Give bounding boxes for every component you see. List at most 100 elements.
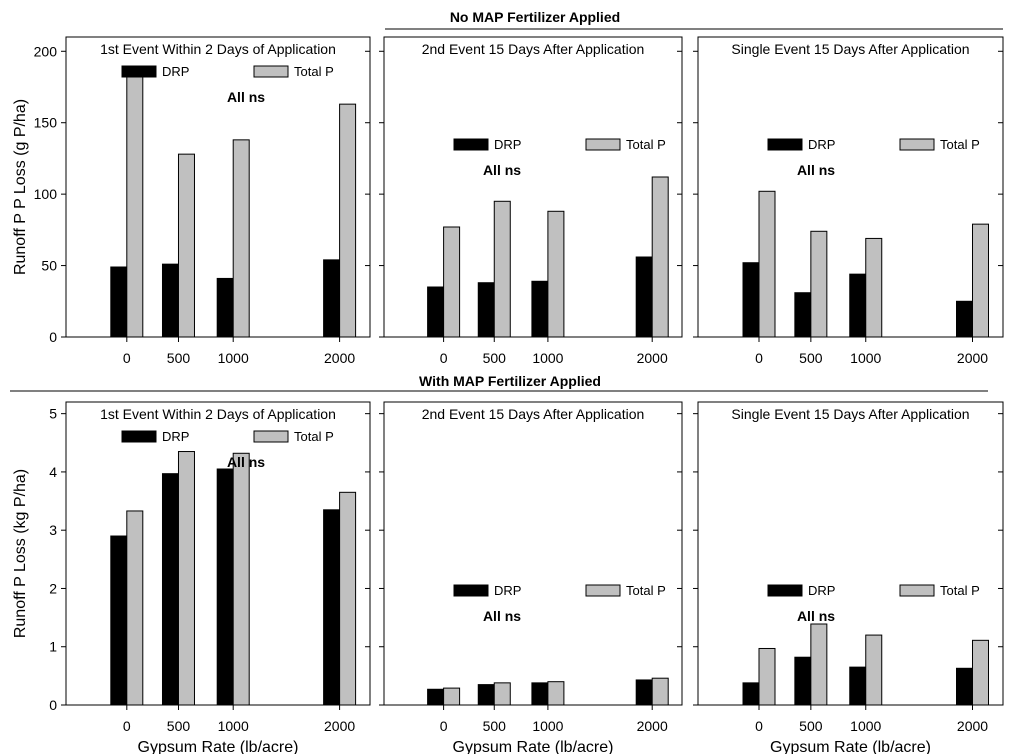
chart-panel-6: Single Event 15 Days After Application 0 5… (693, 401, 1004, 754)
x-tick-label: 1000 (850, 718, 881, 734)
x-tick-label: 500 (799, 350, 823, 366)
legend-label: Total P (940, 583, 980, 598)
total-p-bar (758, 190, 776, 338)
total-p-bar (547, 210, 565, 338)
total-p-bar (339, 491, 357, 706)
y-tick-label: 200 (34, 43, 58, 59)
panel-title: 2nd Event 15 Days After Application (422, 41, 645, 57)
significance-note: All ns (797, 162, 835, 178)
x-tick-label: 1000 (850, 350, 881, 366)
y-tick-label: 150 (34, 115, 58, 131)
total-p-bar (443, 687, 461, 706)
panel-title: 2nd Event 15 Days After Application (422, 406, 645, 422)
drp-bar (323, 509, 341, 706)
legend-label: DRP (808, 137, 835, 152)
drp-bar (110, 266, 128, 338)
y-axis-label: Runoff P P Loss (g P/ha) (12, 99, 29, 275)
total-p-bar (810, 623, 828, 706)
drp-bar (110, 535, 128, 706)
x-tick-label: 500 (483, 350, 507, 366)
total-p-bar (493, 682, 511, 706)
y-tick-label: 2 (49, 580, 57, 596)
total-p-bar (177, 451, 195, 706)
legend-label: Total P (626, 583, 666, 598)
panel-title: Single Event 15 Days After Application (731, 406, 969, 422)
total-p-bar (547, 681, 565, 706)
total-p-bar (865, 634, 883, 706)
y-tick-label: 3 (49, 522, 57, 538)
drp-bar (161, 473, 179, 706)
significance-note: All ns (227, 454, 265, 470)
drp-bar (635, 256, 653, 338)
y-tick-label: 0 (49, 697, 57, 713)
chart-panel-4: 1st Event Within 2 Days of Application 0 1… (12, 401, 371, 754)
legend-label: DRP (808, 583, 835, 598)
x-tick-label: 0 (755, 350, 763, 366)
total-p-bar (126, 510, 144, 706)
y-axis-label: Runoff P Loss (kg P/ha) (12, 469, 29, 638)
x-tick-label: 0 (123, 718, 131, 734)
legend-swatch (767, 584, 803, 597)
legend-swatch (253, 65, 289, 78)
chart-panel-5: 2nd Event 15 Days After Application 0 500 1… (379, 401, 683, 754)
panels: 1st Event Within 2 Days of Application 0 5… (12, 36, 1004, 754)
drp-bar (161, 263, 179, 338)
total-p-bar (651, 176, 669, 338)
legend-label: DRP (162, 64, 189, 79)
total-p-bar (177, 153, 195, 338)
top-section-title: No MAP Fertilizer Applied (450, 9, 620, 25)
y-tick-label: 1 (49, 639, 57, 655)
drp-bar (216, 468, 234, 706)
legend-swatch (899, 138, 935, 151)
y-tick-label: 4 (49, 464, 57, 480)
legend-swatch (767, 138, 803, 151)
x-tick-label: 2000 (324, 350, 355, 366)
chart-panel-1: 1st Event Within 2 Days of Application 0 5… (12, 36, 371, 366)
x-tick-label: 2000 (637, 350, 668, 366)
drp-bar (531, 682, 549, 706)
legend-label: DRP (162, 429, 189, 444)
legend-swatch (453, 138, 489, 151)
drp-bar (956, 300, 973, 338)
legend-swatch (121, 430, 157, 443)
legend-swatch (453, 584, 489, 597)
drp-bar (956, 667, 973, 706)
plot-frame (383, 401, 683, 706)
total-p-bar (651, 677, 669, 706)
x-tick-label: 0 (440, 350, 448, 366)
chart-panel-2: 2nd Event 15 Days After Application 0 500 1… (379, 36, 683, 366)
plot-frame (697, 401, 1004, 706)
total-p-bar (126, 73, 144, 338)
drp-bar (427, 688, 445, 706)
y-tick-label: 5 (49, 406, 57, 422)
drp-bar (635, 679, 653, 706)
significance-note: All ns (483, 162, 521, 178)
x-tick-label: 0 (755, 718, 763, 734)
significance-note: All ns (797, 608, 835, 624)
drp-bar (323, 259, 341, 338)
x-tick-label: 500 (167, 718, 191, 734)
drp-bar (849, 666, 867, 706)
drp-bar (477, 282, 495, 338)
drp-bar (794, 656, 812, 706)
drp-bar (216, 277, 234, 338)
total-p-bar (493, 200, 511, 338)
legend-swatch (585, 584, 621, 597)
x-tick-label: 1000 (532, 718, 563, 734)
total-p-bar (232, 139, 250, 338)
drp-bar (742, 682, 760, 706)
legend-label: Total P (294, 64, 334, 79)
total-p-bar (339, 103, 357, 338)
x-tick-label: 2000 (957, 350, 988, 366)
x-axis-label: Gypsum Rate (lb/acre) (770, 739, 931, 754)
x-tick-label: 2000 (957, 718, 988, 734)
x-tick-label: 2000 (637, 718, 668, 734)
drp-bar (531, 280, 549, 338)
x-tick-label: 0 (440, 718, 448, 734)
x-tick-label: 1000 (218, 718, 249, 734)
drp-bar (477, 684, 495, 706)
y-tick-label: 50 (41, 258, 57, 274)
y-tick-label: 100 (34, 186, 58, 202)
legend-swatch (121, 65, 157, 78)
